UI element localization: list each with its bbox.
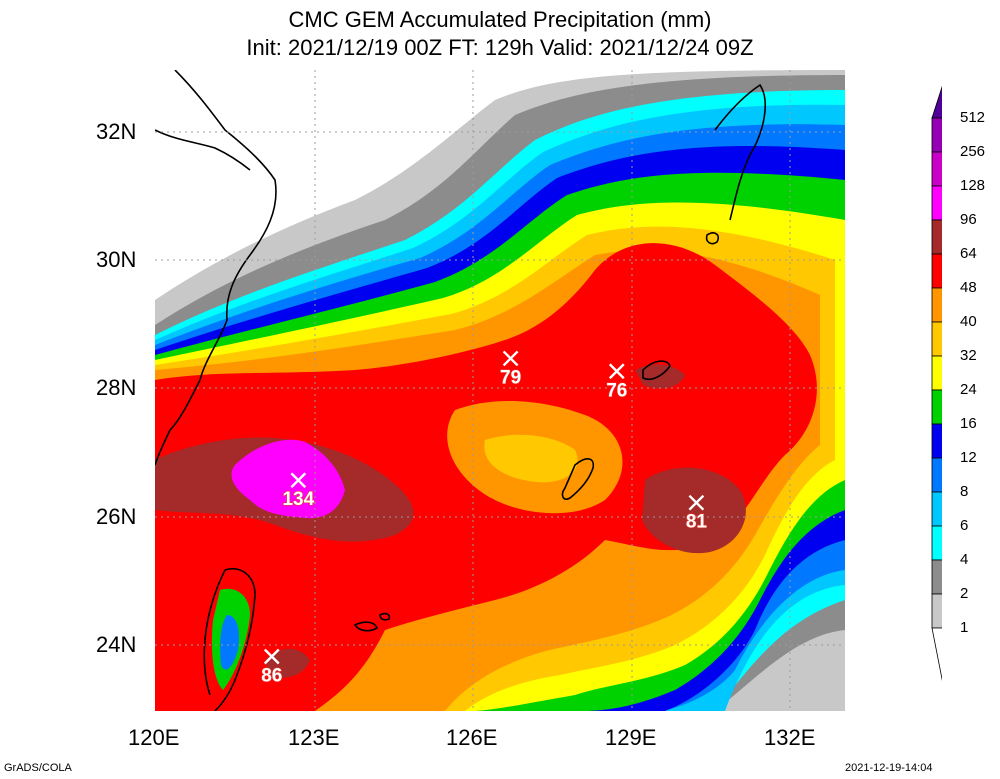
- colorbar-label-48: 48: [960, 279, 977, 296]
- colorbar-label-32: 32: [960, 347, 977, 364]
- lat-label-28n: 28N: [96, 375, 137, 400]
- precip-field: 134 79 76 81 86: [155, 70, 845, 711]
- lon-label-120e: 120E: [128, 725, 180, 750]
- colorbar-label-1: 1: [960, 619, 969, 636]
- coastlines: [155, 70, 766, 711]
- map-title: CMC GEM Accumulated Precipitation (mm): [288, 7, 712, 32]
- colorbar-label-8: 8: [960, 483, 969, 500]
- maximum-cross: [290, 472, 307, 489]
- lat-label-24n: 24N: [96, 632, 137, 657]
- colorbar-label-40: 40: [960, 313, 977, 330]
- maximum-cross: [263, 648, 280, 665]
- maximum-marker: 81: [685, 494, 708, 533]
- maximum-marker: 86: [261, 648, 283, 687]
- maximum-cross: [608, 363, 625, 380]
- colorbar-label-64: 64: [960, 245, 977, 262]
- map-subtitle: Init: 2021/12/19 00Z FT: 129h Valid: 202…: [246, 35, 754, 60]
- colorbar-bottom-arrow: [931, 627, 942, 681]
- lat-label-32n: 32N: [96, 119, 137, 144]
- lon-label-132e: 132E: [764, 725, 816, 750]
- lat-label-30n: 30N: [96, 247, 137, 272]
- footer-timestamp: 2021-12-19-14:04: [845, 762, 933, 774]
- maximum-marker: 134: [282, 472, 315, 511]
- footer-credit: GrADS/COLA: [4, 762, 72, 774]
- maximum-value: 81: [686, 512, 708, 533]
- colorbar-label-16: 16: [960, 415, 977, 432]
- taiwan-coast: [203, 568, 256, 711]
- gridlines: [155, 70, 845, 711]
- colorbar-label-12: 12: [960, 449, 977, 466]
- colorbar-top-arrow: [931, 85, 942, 119]
- maximum-value: 86: [261, 666, 282, 687]
- lon-label-123e: 123E: [288, 725, 340, 750]
- colorbar-label-4: 4: [960, 551, 969, 568]
- maximum-cross: [502, 350, 519, 367]
- colorbar-label-256: 256: [960, 143, 986, 160]
- maximum-cross: [688, 494, 705, 511]
- contour-96mm: [231, 439, 345, 519]
- colorbar-label-512: 512: [960, 109, 986, 126]
- lon-label-126e: 126E: [446, 725, 498, 750]
- miyako-islands: [379, 612, 391, 621]
- colorbar-label-24: 24: [960, 381, 977, 398]
- china-coast: [155, 70, 277, 466]
- maximum-value: 79: [500, 367, 521, 388]
- colorbar: [931, 85, 942, 681]
- contour-64mm-east: [642, 467, 746, 554]
- taiwan-blue-core: [220, 615, 239, 670]
- contour-32mm-pocket: [484, 434, 578, 483]
- maxima-markers: 134 79 76 81 86: [261, 350, 708, 687]
- yangtze-estuary: [155, 129, 251, 171]
- colorbar-label-2: 2: [960, 585, 969, 602]
- maximum-value: 134: [282, 489, 314, 510]
- amami-island: [642, 360, 671, 381]
- contour-64mm-south: [265, 648, 310, 678]
- precipitation-map: 134 79 76 81 86: [155, 70, 845, 711]
- lon-label-129e: 129E: [605, 725, 657, 750]
- colorbar-label-128: 128: [960, 177, 986, 194]
- colorbar-label-96: 96: [960, 211, 977, 228]
- tanegashima: [705, 232, 720, 245]
- yaeyama-islands: [353, 621, 378, 632]
- maximum-marker: 79: [499, 350, 522, 389]
- maximum-value: 76: [606, 380, 627, 401]
- maximum-marker: 76: [606, 363, 628, 402]
- colorbar-label-6: 6: [960, 517, 969, 534]
- ryukyu-okinawa: [561, 458, 595, 500]
- kyushu-coast: [714, 83, 766, 221]
- lat-label-26n: 26N: [96, 504, 137, 529]
